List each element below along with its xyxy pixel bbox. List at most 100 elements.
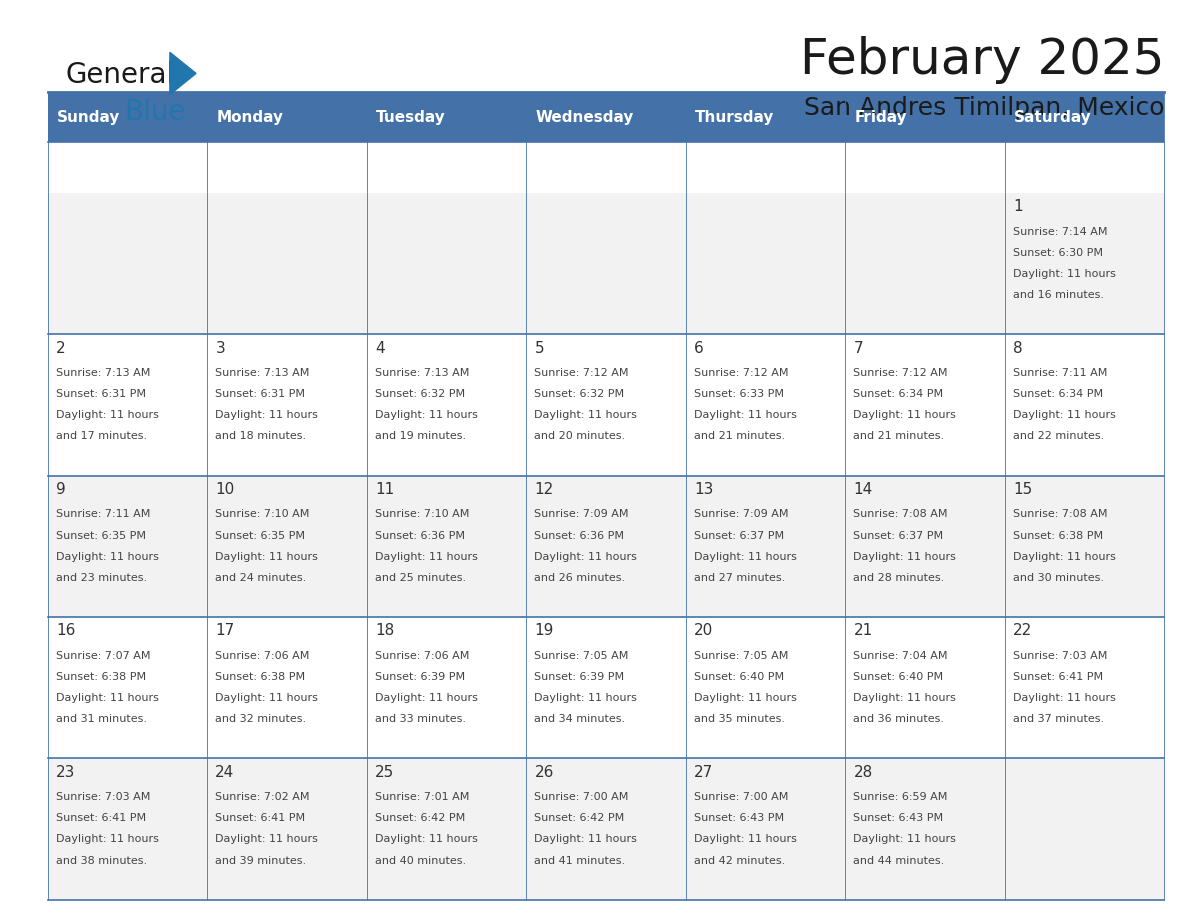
Text: 27: 27 [694, 765, 713, 779]
Bar [845, 193, 1005, 334]
Text: Daylight: 11 hours: Daylight: 11 hours [1013, 269, 1116, 279]
Text: Daylight: 11 hours: Daylight: 11 hours [375, 834, 478, 845]
Text: 17: 17 [215, 623, 234, 638]
Text: Sunrise: 6:59 AM: Sunrise: 6:59 AM [853, 792, 948, 802]
Bar [526, 476, 685, 617]
Text: Sunrise: 7:06 AM: Sunrise: 7:06 AM [375, 651, 469, 661]
Bar [526, 617, 685, 758]
Text: Sunset: 6:39 PM: Sunset: 6:39 PM [535, 672, 625, 682]
Bar [48, 758, 207, 900]
Text: Sunrise: 7:10 AM: Sunrise: 7:10 AM [215, 509, 310, 520]
Text: and 21 minutes.: and 21 minutes. [853, 431, 944, 442]
Text: 10: 10 [215, 482, 234, 497]
Bar [48, 193, 207, 334]
Text: Sunrise: 7:13 AM: Sunrise: 7:13 AM [375, 368, 469, 378]
Bar [845, 476, 1005, 617]
Bar [207, 334, 367, 476]
Text: Daylight: 11 hours: Daylight: 11 hours [375, 552, 478, 562]
Text: Sunrise: 7:11 AM: Sunrise: 7:11 AM [1013, 368, 1107, 378]
Text: Sunrise: 7:06 AM: Sunrise: 7:06 AM [215, 651, 310, 661]
Text: Sunrise: 7:10 AM: Sunrise: 7:10 AM [375, 509, 469, 520]
Bar [685, 617, 845, 758]
Text: Daylight: 11 hours: Daylight: 11 hours [535, 834, 637, 845]
Text: Daylight: 11 hours: Daylight: 11 hours [375, 693, 478, 703]
Text: Sunset: 6:42 PM: Sunset: 6:42 PM [535, 813, 625, 823]
Text: Sunset: 6:38 PM: Sunset: 6:38 PM [56, 672, 146, 682]
Bar [526, 334, 685, 476]
Text: Blue: Blue [125, 98, 187, 126]
Text: Tuesday: Tuesday [377, 109, 446, 125]
Bar [1005, 758, 1164, 900]
Text: 18: 18 [375, 623, 394, 638]
Text: 6: 6 [694, 341, 703, 355]
Text: Sunset: 6:36 PM: Sunset: 6:36 PM [535, 531, 625, 541]
Bar [367, 476, 526, 617]
Text: Sunset: 6:32 PM: Sunset: 6:32 PM [375, 389, 465, 399]
Bar [48, 334, 207, 476]
Text: 3: 3 [215, 341, 225, 355]
Text: Sunrise: 7:13 AM: Sunrise: 7:13 AM [215, 368, 310, 378]
Text: Sunrise: 7:11 AM: Sunrise: 7:11 AM [56, 509, 150, 520]
Text: Saturday: Saturday [1015, 109, 1092, 125]
Text: 7: 7 [853, 341, 864, 355]
Text: Daylight: 11 hours: Daylight: 11 hours [215, 834, 318, 845]
Text: 26: 26 [535, 765, 554, 779]
Text: Sunset: 6:43 PM: Sunset: 6:43 PM [853, 813, 943, 823]
Text: Sunset: 6:31 PM: Sunset: 6:31 PM [215, 389, 305, 399]
Text: Friday: Friday [854, 109, 908, 125]
Text: Sunrise: 7:05 AM: Sunrise: 7:05 AM [694, 651, 789, 661]
Text: and 26 minutes.: and 26 minutes. [535, 573, 626, 583]
Text: Daylight: 11 hours: Daylight: 11 hours [215, 552, 318, 562]
Text: Sunset: 6:35 PM: Sunset: 6:35 PM [56, 531, 146, 541]
Text: and 20 minutes.: and 20 minutes. [535, 431, 626, 442]
Text: Sunset: 6:37 PM: Sunset: 6:37 PM [694, 531, 784, 541]
Text: Monday: Monday [216, 109, 284, 125]
Bar [1005, 334, 1164, 476]
Bar [48, 92, 207, 142]
Text: and 28 minutes.: and 28 minutes. [853, 573, 944, 583]
Text: and 22 minutes.: and 22 minutes. [1013, 431, 1105, 442]
Text: Sunrise: 7:08 AM: Sunrise: 7:08 AM [1013, 509, 1107, 520]
Text: Daylight: 11 hours: Daylight: 11 hours [694, 693, 797, 703]
Text: 13: 13 [694, 482, 713, 497]
Text: Sunset: 6:43 PM: Sunset: 6:43 PM [694, 813, 784, 823]
Text: Sunrise: 7:08 AM: Sunrise: 7:08 AM [853, 509, 948, 520]
Text: San Andres Timilpan, Mexico: San Andres Timilpan, Mexico [804, 96, 1164, 120]
Text: and 27 minutes.: and 27 minutes. [694, 573, 785, 583]
Text: and 24 minutes.: and 24 minutes. [215, 573, 307, 583]
Text: Sunrise: 7:09 AM: Sunrise: 7:09 AM [694, 509, 789, 520]
Bar [1005, 476, 1164, 617]
Text: Sunrise: 7:03 AM: Sunrise: 7:03 AM [1013, 651, 1107, 661]
Text: 23: 23 [56, 765, 75, 779]
Text: Sunset: 6:35 PM: Sunset: 6:35 PM [215, 531, 305, 541]
Text: 2: 2 [56, 341, 65, 355]
Text: Sunset: 6:38 PM: Sunset: 6:38 PM [1013, 531, 1104, 541]
Text: 5: 5 [535, 341, 544, 355]
Text: Sunset: 6:32 PM: Sunset: 6:32 PM [535, 389, 625, 399]
Text: Sunrise: 7:12 AM: Sunrise: 7:12 AM [535, 368, 628, 378]
Text: 16: 16 [56, 623, 75, 638]
Text: Sunrise: 7:05 AM: Sunrise: 7:05 AM [535, 651, 628, 661]
Text: Sunset: 6:36 PM: Sunset: 6:36 PM [375, 531, 465, 541]
Text: Sunset: 6:41 PM: Sunset: 6:41 PM [1013, 672, 1104, 682]
Text: Sunset: 6:40 PM: Sunset: 6:40 PM [853, 672, 943, 682]
Text: Thursday: Thursday [695, 109, 775, 125]
Text: Daylight: 11 hours: Daylight: 11 hours [535, 410, 637, 420]
Bar [367, 193, 526, 334]
Text: Daylight: 11 hours: Daylight: 11 hours [56, 834, 159, 845]
Text: and 19 minutes.: and 19 minutes. [375, 431, 466, 442]
Text: Daylight: 11 hours: Daylight: 11 hours [535, 552, 637, 562]
Text: Daylight: 11 hours: Daylight: 11 hours [56, 693, 159, 703]
Bar [207, 758, 367, 900]
Text: Sunset: 6:42 PM: Sunset: 6:42 PM [375, 813, 466, 823]
Text: Sunset: 6:39 PM: Sunset: 6:39 PM [375, 672, 465, 682]
Text: Sunday: Sunday [57, 109, 120, 125]
Bar [526, 193, 685, 334]
Bar [845, 758, 1005, 900]
Text: Daylight: 11 hours: Daylight: 11 hours [375, 410, 478, 420]
Text: Sunrise: 7:00 AM: Sunrise: 7:00 AM [694, 792, 789, 802]
Text: Sunset: 6:38 PM: Sunset: 6:38 PM [215, 672, 305, 682]
Bar [48, 476, 207, 617]
Polygon shape [170, 52, 196, 95]
Bar [845, 617, 1005, 758]
